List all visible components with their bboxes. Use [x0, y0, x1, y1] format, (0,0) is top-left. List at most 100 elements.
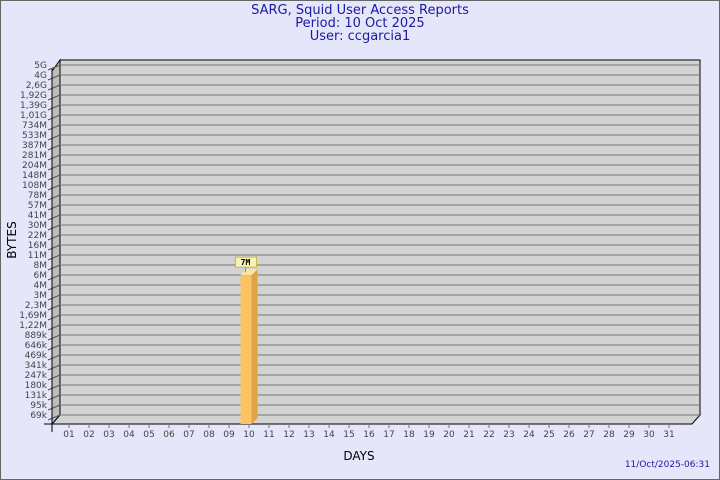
y-tick-label: 533M [22, 131, 47, 141]
x-tick-label: 29 [623, 430, 635, 440]
y-tick-label: 30M [28, 221, 47, 231]
y-tick-label: 1,22M [19, 321, 47, 331]
y-tick-label: 131k [25, 391, 48, 401]
x-tick-label: 21 [463, 430, 474, 440]
y-tick-label: 69k [30, 411, 47, 421]
y-tick [47, 304, 61, 311]
x-tick-label: 25 [543, 430, 554, 440]
x-tick-label: 26 [563, 430, 575, 440]
y-tick [47, 164, 61, 171]
y-tick-label: 889k [25, 331, 48, 341]
y-tick [47, 94, 61, 101]
x-tick-label: 15 [343, 430, 354, 440]
y-tick [47, 144, 61, 151]
y-tick-label: 1,39G [20, 101, 47, 111]
x-tick-label: 07 [183, 430, 194, 440]
y-tick [47, 114, 61, 121]
x-tick-label: 11 [263, 430, 274, 440]
y-tick [47, 74, 61, 81]
x-tick-label: 31 [663, 430, 674, 440]
y-tick [47, 234, 61, 241]
y-tick [47, 264, 61, 271]
x-tick-label: 04 [123, 430, 135, 440]
y-tick [47, 214, 61, 221]
y-tick [47, 284, 61, 291]
y-tick [47, 254, 61, 261]
y-tick [47, 154, 61, 161]
y-tick [47, 314, 61, 321]
y-tick-label: 387M [22, 141, 47, 151]
y-tick-label: 108M [22, 181, 47, 191]
y-tick [47, 204, 61, 211]
x-tick-label: 16 [363, 430, 375, 440]
y-tick [47, 104, 61, 111]
y-tick-label: 646k [25, 341, 48, 351]
x-tick-label: 17 [383, 430, 394, 440]
x-tick-label: 19 [423, 430, 435, 440]
y-tick-label: 1,92G [20, 91, 47, 101]
y-tick [47, 274, 61, 281]
y-tick-label: 4G [34, 71, 47, 81]
x-axis-title: DAYS [343, 449, 374, 463]
y-tick [47, 394, 61, 401]
y-tick-label: 341k [25, 361, 48, 371]
y-tick [47, 244, 61, 251]
y-tick [47, 334, 61, 341]
bar-side [251, 269, 258, 424]
y-tick-label: 1,01G [20, 111, 47, 121]
y-tick [47, 124, 61, 131]
x-tick-label: 23 [503, 430, 514, 440]
y-tick-label: 180k [25, 381, 48, 391]
y-tick-label: 57M [28, 201, 47, 211]
y-tick-label: 2,6G [26, 81, 47, 91]
y-tick [47, 324, 61, 331]
x-tick-label: 09 [223, 430, 235, 440]
y-tick [47, 294, 61, 301]
y-tick-label: 1,69M [19, 311, 47, 321]
x-tick-label: 10 [243, 430, 255, 440]
x-tick-label: 01 [63, 430, 74, 440]
y-tick [47, 64, 61, 71]
x-tick-label: 24 [523, 430, 535, 440]
y-tick-label: 4M [34, 281, 48, 291]
y-tick-label: 11M [28, 251, 47, 261]
x-tick-label: 22 [483, 430, 494, 440]
y-tick-label: 469k [25, 351, 48, 361]
x-tick-label: 20 [443, 430, 455, 440]
bar-label-box [235, 256, 257, 268]
y-tick-label: 281M [22, 151, 47, 161]
x-tick-label: 28 [603, 430, 615, 440]
y-tick-label: 16M [28, 241, 47, 251]
y-tick-label: 41M [28, 211, 47, 221]
y-tick-label: 734M [22, 121, 47, 131]
y-tick [47, 374, 61, 381]
bar [240, 275, 252, 424]
y-tick-label: 204M [22, 161, 47, 171]
x-tick-label: 06 [163, 430, 175, 440]
y-tick-label: 2,3M [25, 301, 47, 311]
plot-left-wall [51, 58, 61, 426]
y-tick [47, 364, 61, 371]
plot-back-wall [59, 59, 701, 416]
x-tick-label: 27 [583, 430, 594, 440]
bar-top [240, 269, 258, 276]
y-tick [47, 224, 61, 231]
y-tick [47, 354, 61, 361]
x-tick-label: 13 [303, 430, 314, 440]
chart-user: User: ccgarcia1 [309, 29, 411, 44]
y-tick [47, 404, 61, 411]
x-tick-label: 12 [283, 430, 294, 440]
x-tick-label: 08 [203, 430, 215, 440]
y-tick [47, 184, 61, 191]
y-tick [47, 174, 61, 181]
y-tick-label: 8M [34, 261, 48, 271]
y-tick [47, 384, 61, 391]
bar-label: 7M [241, 258, 251, 267]
y-tick-label: 78M [28, 191, 47, 201]
generated-timestamp: 11/Oct/2025-06:31 [624, 460, 710, 470]
y-tick-label: 5G [34, 61, 47, 71]
y-tick-label: 247k [25, 371, 48, 381]
y-tick-label: 148M [22, 171, 47, 181]
y-tick [47, 344, 61, 351]
